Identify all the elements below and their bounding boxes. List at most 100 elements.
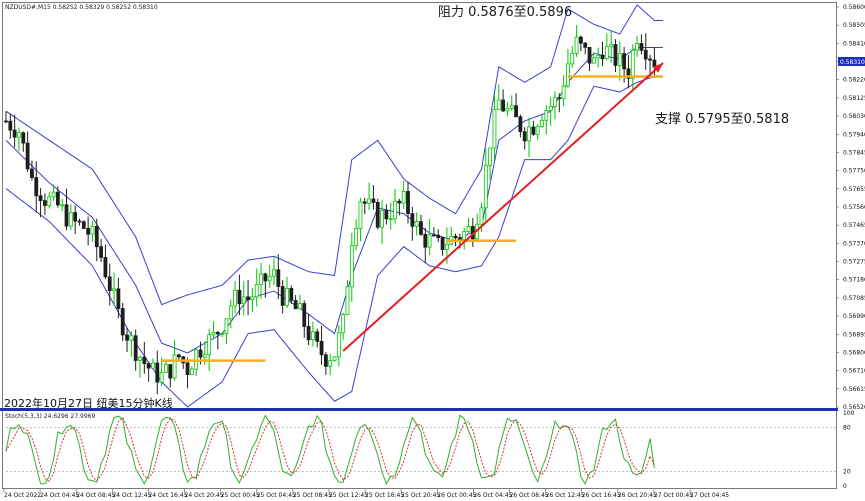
support-annotation: 支撑 0.5795至0.5818 xyxy=(655,112,789,127)
price-tick-label: 0.58505 xyxy=(843,22,865,29)
candle-body xyxy=(237,289,242,305)
candle-body xyxy=(293,300,298,310)
price-tick-label: 0.57845 xyxy=(843,149,865,156)
candle-body xyxy=(289,287,294,301)
candle-body xyxy=(198,349,203,358)
candle-body xyxy=(8,120,13,131)
candle-body xyxy=(246,296,250,301)
candle-body xyxy=(479,207,484,225)
candle-body xyxy=(349,245,354,288)
chart-caption: 2022年10月27日 纽美15分钟K线 xyxy=(4,396,173,410)
current-price-tag: 0.58310 xyxy=(840,59,865,66)
candle-body xyxy=(362,201,367,204)
candle-body xyxy=(68,212,73,227)
candle-body xyxy=(30,168,34,178)
candle-body xyxy=(224,318,229,334)
candle-body xyxy=(639,43,644,51)
candle-body xyxy=(617,53,622,66)
candle-body xyxy=(401,191,406,204)
candle-body xyxy=(107,276,112,291)
price-tick-label: 0.57655 xyxy=(843,186,865,193)
candle-body xyxy=(496,99,501,110)
candle-body xyxy=(51,191,56,198)
stoch-tick-label: 100 xyxy=(843,410,855,417)
candle-body xyxy=(397,200,402,204)
time-tick-label: 26 Oct 00:45 xyxy=(437,492,476,499)
candle-body xyxy=(436,234,441,238)
candle-body xyxy=(393,200,397,220)
candle-body xyxy=(591,57,596,64)
candle-body xyxy=(358,201,363,229)
candle-body xyxy=(254,283,259,298)
candle-body xyxy=(272,269,276,277)
candle-body xyxy=(566,63,570,87)
candle-body xyxy=(34,177,39,197)
candle-body xyxy=(457,237,462,240)
candle-body xyxy=(77,220,82,223)
time-tick-label: 27 Oct 00:45 xyxy=(654,492,693,499)
candle-body xyxy=(315,331,320,342)
candle-body xyxy=(302,303,307,327)
price-tick-label: 0.56895 xyxy=(843,331,865,338)
candle-body xyxy=(146,363,151,369)
candle-body xyxy=(73,212,78,222)
stoch-lines xyxy=(5,414,655,485)
candle-body xyxy=(557,97,562,100)
candle-body xyxy=(445,243,449,251)
time-tick-label: 26 Oct 04:45 xyxy=(473,492,512,499)
time-tick-label: 26 Oct 08:45 xyxy=(509,492,548,499)
candles xyxy=(4,25,657,395)
candle-body xyxy=(60,204,65,207)
candle-body xyxy=(151,362,155,369)
candle-body xyxy=(609,44,614,48)
candle-body xyxy=(189,368,194,376)
candle-body xyxy=(574,36,579,54)
panel-divider xyxy=(0,408,838,411)
candle-body xyxy=(427,234,432,248)
candle-body xyxy=(4,120,8,123)
time-tick-label: 25 Oct 20:45 xyxy=(401,492,440,499)
candle-body xyxy=(423,233,428,248)
time-tick-label: 24 Oct 16:45 xyxy=(148,492,187,499)
candle-body xyxy=(259,273,263,285)
price-tick-label: 0.57465 xyxy=(843,222,865,229)
candle-body xyxy=(505,107,510,112)
candle-body xyxy=(600,54,605,60)
candle-body xyxy=(159,371,164,383)
candle-body xyxy=(112,288,116,291)
candle-body xyxy=(276,269,281,287)
stoch-tick-label: 80 xyxy=(843,425,851,432)
candle-body xyxy=(570,53,575,65)
stoch-signal-line xyxy=(5,416,655,483)
time-tick-label: 25 Oct 16:45 xyxy=(365,492,404,499)
time-tick-label: 24 Oct 20:45 xyxy=(185,492,224,499)
price-tick-label: 0.56520 xyxy=(843,404,865,411)
candle-body xyxy=(354,228,359,246)
symbol-header: NZDUSD#,M15 0.58252 0.58329 0.58252 0.58… xyxy=(5,4,158,11)
candle-body xyxy=(509,105,514,109)
candle-body xyxy=(587,46,592,64)
candle-body xyxy=(466,226,471,232)
candle-body xyxy=(233,289,237,307)
candle-body xyxy=(384,210,389,220)
candle-body xyxy=(263,273,268,282)
candle-body xyxy=(604,46,609,60)
candle-body xyxy=(596,54,601,59)
time-tick-label: 24 Oct 08:45 xyxy=(76,492,115,499)
candle-body xyxy=(522,131,527,142)
candle-body xyxy=(548,106,553,111)
candle-body xyxy=(501,99,505,112)
time-tick-label: 26 Oct 16:45 xyxy=(582,492,621,499)
current-price-tag-bg xyxy=(838,57,865,66)
candle-body xyxy=(142,356,147,364)
candle-body xyxy=(285,287,289,306)
candle-body xyxy=(410,213,415,227)
